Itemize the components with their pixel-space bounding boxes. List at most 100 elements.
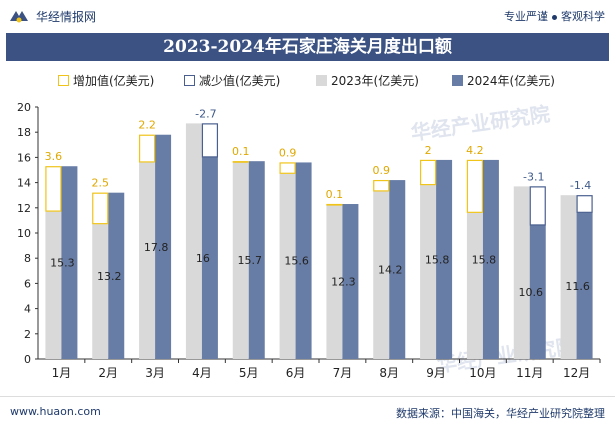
x-tick-label: 12月 [563, 366, 590, 380]
change-box-increase [326, 203, 343, 206]
bar-2024 [342, 204, 359, 359]
value-label-2024: 12.3 [331, 276, 356, 289]
legend-swatch-2024 [452, 75, 463, 86]
x-tick-label: 6月 [286, 366, 306, 380]
change-box-increase [138, 134, 156, 163]
bar-2024 [482, 159, 499, 359]
bar-2023 [92, 224, 109, 359]
change-box-increase [373, 179, 390, 192]
value-label-2024: 15.3 [50, 257, 75, 270]
change-box-decrease [576, 195, 593, 213]
bar-2023 [232, 162, 249, 359]
bar-2024 [108, 192, 125, 359]
footer: www.huaon.com 数据来源：中国海关，华经产业研究院整理 [0, 396, 615, 428]
change-box-increase [466, 159, 484, 213]
change-label-increase: 2 [425, 144, 432, 157]
bar-2024 [248, 161, 265, 359]
x-tick-label: 3月 [145, 366, 165, 380]
legend-item-2024: 2024年(亿美元) [452, 72, 555, 89]
change-label-decrease: -2.7 [195, 107, 216, 120]
change-label-increase: 0.9 [279, 146, 297, 159]
change-box-increase [279, 162, 296, 174]
brand-name: 华经情报网 [36, 9, 97, 24]
value-label-2024: 10.6 [519, 286, 544, 299]
legend-swatch-increase [58, 75, 69, 86]
x-tick-label: 4月 [192, 366, 212, 380]
bar-2023 [185, 123, 202, 359]
bar-2023 [560, 195, 577, 359]
change-box-decrease [201, 123, 219, 158]
bar-2024 [436, 159, 453, 359]
bar-2023 [513, 186, 530, 359]
value-label-2024: 15.7 [238, 254, 263, 267]
footer-source: 数据来源：中国海关，华经产业研究院整理 [396, 407, 605, 420]
footer-site: www.huaon.com [10, 405, 101, 418]
bar-2024 [576, 212, 593, 359]
change-label-increase: 0.1 [326, 188, 344, 201]
y-tick-label: 0 [24, 353, 31, 366]
y-tick-label: 16 [17, 151, 31, 164]
watermark: 华经产业研究院 [409, 102, 551, 145]
watermark: 华经产业研究院 [435, 334, 577, 377]
value-label-2024: 16 [196, 252, 210, 265]
change-box-increase [232, 161, 249, 163]
legend-swatch-2023 [316, 75, 327, 86]
bar-2023 [326, 205, 343, 359]
tagline: 专业严谨 客观科学 [504, 8, 605, 24]
legend-item-increase: 增加值(亿美元) [58, 72, 154, 89]
change-label-increase: 2.2 [138, 119, 156, 132]
legend-item-2023: 2023年(亿美元) [316, 72, 419, 89]
legend-item-decrease: 减少值(亿美元) [184, 72, 280, 89]
x-tick-label: 5月 [239, 366, 259, 380]
bar-2023 [420, 185, 437, 359]
value-label-2024: 15.6 [284, 255, 309, 268]
y-tick-label: 2 [24, 328, 31, 341]
y-tick-label: 14 [17, 177, 31, 190]
bar-2024 [295, 162, 312, 359]
bar-2024 [529, 225, 546, 359]
top-bar: 华经情报网 专业严谨 客观科学 [0, 0, 615, 32]
bar-2024 [201, 157, 218, 359]
y-tick-label: 18 [17, 126, 31, 139]
legend-label-decrease: 减少值(亿美元) [199, 74, 281, 88]
bar-2024 [389, 180, 406, 359]
change-box-increase [419, 159, 437, 186]
chart-title: 2023-2024年石家庄海关月度出口额 [6, 33, 609, 61]
bar-2023 [45, 211, 62, 359]
tagline-right: 客观科学 [561, 10, 605, 23]
value-label-2024: 15.8 [472, 253, 497, 266]
bar-2024 [61, 166, 78, 359]
y-tick-label: 6 [24, 277, 31, 290]
bar-2023 [373, 191, 390, 359]
change-label-increase: 0.1 [232, 145, 250, 158]
change-box-increase [45, 166, 62, 212]
brand: 华经情报网 [8, 7, 96, 25]
legend-swatch-decrease [184, 75, 195, 86]
change-label-decrease: -1.4 [570, 179, 591, 192]
value-label-2024: 15.8 [425, 253, 450, 266]
change-label-increase: 4.2 [466, 144, 484, 157]
change-label-increase: 0.9 [373, 164, 391, 177]
bar-2023 [466, 212, 483, 359]
bar-2024 [155, 134, 172, 359]
x-tick-label: 1月 [52, 366, 72, 380]
change-label-increase: 2.5 [92, 177, 110, 190]
legend-label-2024: 2024年(亿美元) [467, 74, 555, 88]
value-label-2024: 13.2 [97, 270, 122, 283]
bar-2023 [279, 173, 296, 359]
y-tick-label: 8 [24, 252, 31, 265]
change-label-increase: 3.6 [45, 150, 63, 163]
separator-dot-icon [552, 14, 557, 20]
bar-2023 [139, 162, 156, 359]
x-tick-label: 9月 [426, 366, 446, 380]
x-tick-label: 11月 [516, 366, 543, 380]
chart-plot: 华经产业研究院华经产业研究院024681012141618203.615.31月… [17, 101, 601, 380]
chart-legend: 增加值(亿美元) 减少值(亿美元) 2023年(亿美元) 2024年(亿美元) [0, 72, 615, 94]
y-tick-label: 20 [17, 101, 31, 114]
brand-logo-icon [10, 11, 28, 23]
value-label-2024: 14.2 [378, 264, 403, 277]
legend-label-2023: 2023年(亿美元) [331, 74, 419, 88]
change-box-increase [92, 192, 109, 225]
y-tick-label: 12 [17, 202, 31, 215]
value-label-2024: 17.8 [144, 241, 169, 254]
